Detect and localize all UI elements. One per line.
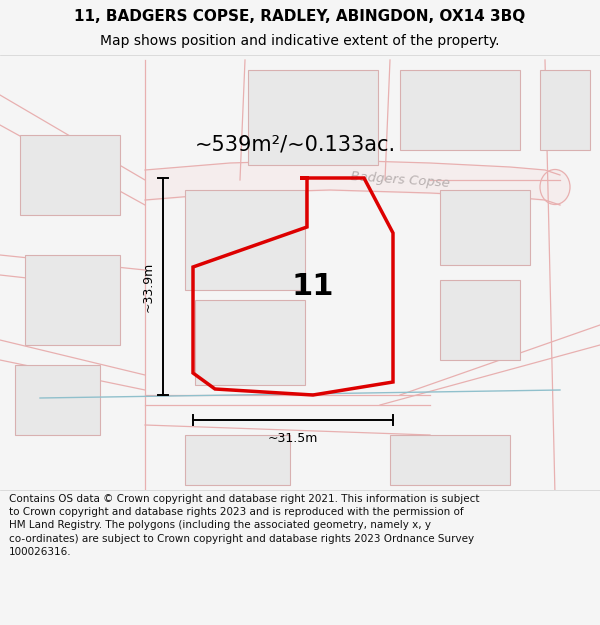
Bar xyxy=(248,70,378,165)
Bar xyxy=(390,435,510,485)
Bar xyxy=(440,190,530,265)
Bar xyxy=(195,300,305,385)
Bar xyxy=(540,70,590,150)
Text: ~539m²/~0.133ac.: ~539m²/~0.133ac. xyxy=(195,135,396,155)
Bar xyxy=(185,435,290,485)
Text: ~31.5m: ~31.5m xyxy=(268,432,318,445)
Bar xyxy=(440,280,520,360)
Text: Badgers Copse: Badgers Copse xyxy=(350,170,450,190)
Bar xyxy=(15,365,100,435)
Bar xyxy=(20,135,120,215)
Text: Map shows position and indicative extent of the property.: Map shows position and indicative extent… xyxy=(100,34,500,48)
Text: Contains OS data © Crown copyright and database right 2021. This information is : Contains OS data © Crown copyright and d… xyxy=(9,494,479,557)
Text: 11: 11 xyxy=(292,272,334,301)
Text: 11, BADGERS COPSE, RADLEY, ABINGDON, OX14 3BQ: 11, BADGERS COPSE, RADLEY, ABINGDON, OX1… xyxy=(74,9,526,24)
Bar xyxy=(25,255,120,345)
Text: ~33.9m: ~33.9m xyxy=(142,261,155,312)
Ellipse shape xyxy=(540,169,570,204)
Bar xyxy=(185,190,305,290)
Bar xyxy=(400,70,520,150)
